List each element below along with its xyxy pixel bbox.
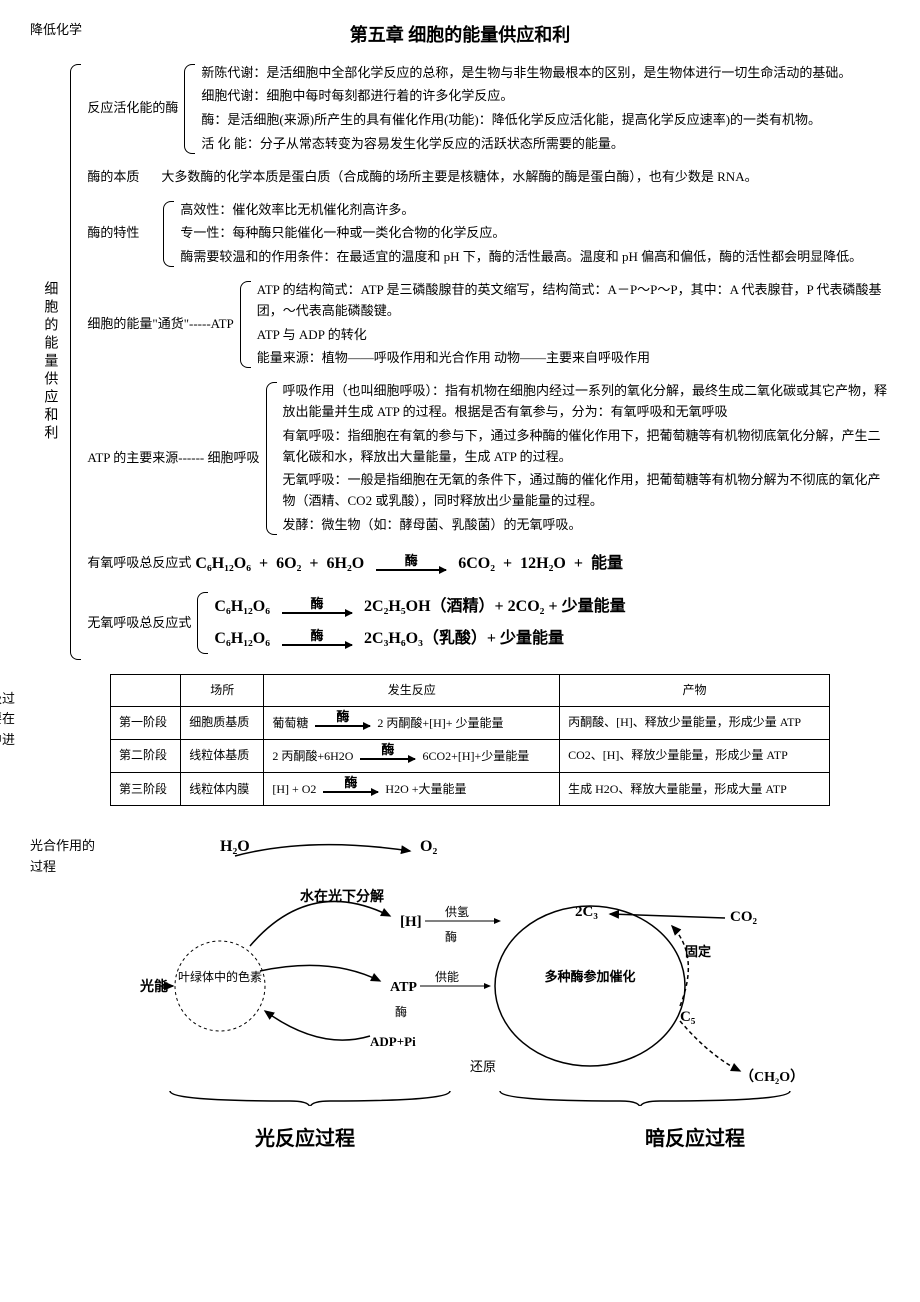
node-chloroplast: 叶绿体中的色素 (178, 969, 262, 984)
product: 2C₂H₅OH（酒精）+ 2CO₂ + 少量能量 (364, 594, 626, 620)
reactant: 6O₂ (276, 551, 301, 577)
atp-label: 细胞的能量"通货"-----ATP (87, 277, 237, 372)
text-line: 活 化 能：分子从常态转变为容易发生化学反应的活跃状态所需要的能量。 (201, 134, 890, 155)
text-line: 发酵：微生物（如：酵母菌、乳酸菌）的无氧呼吸。 (283, 515, 890, 536)
node-ch2o: （CH₂O） (740, 1069, 804, 1085)
node-c3: 2C₃ (575, 904, 598, 920)
enzyme-props-label: 酶的特性 (87, 197, 161, 271)
table-header: 产物 (560, 674, 830, 706)
phase-right-label: 暗反应过程 (645, 1123, 745, 1155)
brace-icon (240, 281, 251, 368)
text-line: 能量来源：植物——呼吸作用和光合作用 动物——主要来自呼吸作用 (257, 348, 890, 369)
reactant: C₆H₁₂O₆ (214, 594, 270, 620)
reaction-arrow-icon: 酶 (315, 713, 370, 727)
node-reduce: 还原 (470, 1059, 496, 1074)
brace-icon (266, 382, 277, 535)
table-cell: [H] + O2 酶 H2O +大量能量 (264, 773, 560, 806)
eq-anaerobic-label: 无氧呼吸总反应式 (87, 588, 195, 657)
table-cell: 丙酮酸、[H]、释放少量能量，形成少量 ATP (560, 706, 830, 739)
node-multi: 多种酶参加催化 (544, 969, 635, 984)
diagram-side-label: 光合作用的过程 (30, 836, 105, 878)
equation-anaerobic-1: C₆H₁₂O₆ 酶 2C₂H₅OH（酒精）+ 2CO₂ + 少量能量 (214, 594, 890, 620)
phase-left-label: 光反应过程 (255, 1123, 355, 1155)
text-line: 无氧呼吸：一般是指细胞在无氧的条件下，通过酶的催化作用，把葡萄糖等有机物分解为不… (283, 470, 890, 512)
table-header: 场所 (181, 674, 264, 706)
table-row: 第一阶段 细胞质基质 葡萄糖 酶 2 丙酮酸+[H]+ 少量能量 丙酮酸、[H]… (111, 706, 830, 739)
reaction-arrow-icon: 酶 (360, 746, 415, 760)
node-adp: ADP+Pi (370, 1034, 416, 1049)
root-label: 细胞的能量供应和利 (30, 60, 68, 664)
reactant: C₆H₁₂O₆ (195, 551, 251, 577)
reaction-arrow-icon: 酶 (323, 779, 378, 793)
table-cell: 第二阶段 (111, 739, 181, 772)
main-outline: 细胞的能量供应和利 反应活化能的酶 新陈代谢：是活细胞中全部化学反应的总称，是生… (30, 60, 890, 664)
node-o2: O₂ (420, 838, 437, 855)
table-cell: 生成 H2O、释放大量能量，形成大量 ATP (560, 773, 830, 806)
product: 12H₂O (520, 551, 566, 577)
reaction-arrow-icon: 酶 (282, 632, 352, 646)
table-cell: 线粒体内膜 (181, 773, 264, 806)
node-supply-h: 供氢 (445, 904, 469, 919)
chapter-title: 第五章 细胞的能量供应和利 (30, 21, 890, 50)
eq-aerobic-label: 有氧呼吸总反应式 (87, 545, 195, 583)
enzyme-intro-label: 反应活化能的酶 (87, 60, 182, 158)
node-co2: CO₂ (730, 909, 758, 925)
table-cell: 第一阶段 (111, 706, 181, 739)
table-cell: CO2、[H]、释放少量能量，形成少量 ATP (560, 739, 830, 772)
brace-icon (163, 201, 174, 267)
table-cell: 葡萄糖 酶 2 丙酮酸+[H]+ 少量能量 (264, 706, 560, 739)
respiration-stages-table: 场所 发生反应 产物 第一阶段 细胞质基质 葡萄糖 酶 2 丙酮酸+[H]+ 少… (110, 674, 830, 807)
text-line: 大多数酶的化学本质是蛋白质（合成酶的场所主要是核糖体，水解酶的酶是蛋白酶），也有… (161, 167, 890, 188)
enzyme-intro-body: 新陈代谢：是活细胞中全部化学反应的总称，是生物与非生物最根本的区别，是生物体进行… (201, 60, 890, 158)
table-header-row: 场所 发生反应 产物 (111, 674, 830, 706)
reaction-arrow-icon: 酶 (282, 600, 352, 614)
table-cell: 2 丙酮酸+6H2O 酶 6CO2+[H]+少量能量 (264, 739, 560, 772)
node-fix: 固定 (685, 944, 711, 959)
text-line: 细胞代谢：细胞中每时每刻都进行着的许多化学反应。 (201, 86, 890, 107)
reactant: 6H₂O (327, 551, 365, 577)
text-line: 呼吸作用（也叫细胞呼吸）：指有机物在细胞内经过一系列的氧化分解，最终生成二氧化碳… (283, 381, 890, 423)
photosynthesis-diagram: 光合作用的过程 叶绿体中的色素 光能 H₂O O₂ 水在光下分解 [H] 供氢 … (110, 826, 890, 1155)
reactant: C₆H₁₂O₆ (214, 626, 270, 652)
node-supply-e: 供能 (435, 970, 459, 984)
equation-anaerobic-2: C₆H₁₂O₆ 酶 2C₃H₆O₃（乳酸）+ 少量能量 (214, 626, 890, 652)
table-header: 发生反应 (264, 674, 560, 706)
root-brace (70, 64, 81, 660)
product: 6CO₂ (458, 551, 495, 577)
table-row: 第二阶段 线粒体基质 2 丙酮酸+6H2O 酶 6CO2+[H]+少量能量 CO… (111, 739, 830, 772)
node-enzyme2: 酶 (395, 1004, 407, 1019)
node-enzyme: 酶 (445, 929, 457, 944)
brace-icon (197, 592, 208, 653)
enzyme-nature-label: 酶的本质 (87, 164, 161, 191)
text-line: ATP 的结构简式：ATP 是三磷酸腺苷的英文缩写，结构简式：A－P～P～P，其… (257, 280, 890, 322)
reaction-arrow-icon: 酶 (376, 557, 446, 571)
node-split: 水在光下分解 (300, 888, 384, 905)
table-cell: 细胞质基质 (181, 706, 264, 739)
product: 能量 (591, 551, 623, 577)
text-line: ATP 与 ADP 的转化 (257, 325, 890, 346)
text-line: 有氧呼吸：指细胞在有氧的参与下，通过多种酶的催化作用下，把葡萄糖等有机物彻底氧化… (283, 426, 890, 468)
table-header (111, 674, 181, 706)
table-row: 第三阶段 线粒体内膜 [H] + O2 酶 H2O +大量能量 生成 H2O、释… (111, 773, 830, 806)
resp-label: ATP 的主要来源------ 细胞呼吸 (87, 378, 263, 539)
text-line: 高效性：催化效率比无机催化剂高许多。 (180, 200, 890, 221)
text-line: 酶：是活细胞(来源)所产生的具有催化作用(功能)：降低化学反应活化能，提高化学反… (201, 110, 890, 131)
node-atp: ATP (390, 980, 417, 995)
equation-aerobic: C₆H₁₂O₆ + 6O₂ + 6H₂O 酶 6CO₂ + 12H₂O + 能量 (195, 551, 890, 577)
table-side-label: 有氧呼吸过程（主要在线粒体中进行） (0, 689, 25, 772)
brace-icon (184, 64, 195, 154)
node-h2o: H₂O (220, 838, 250, 855)
photosynthesis-svg: 叶绿体中的色素 光能 H₂O O₂ 水在光下分解 [H] 供氢 酶 ATP 供能… (110, 826, 830, 1106)
table-cell: 线粒体基质 (181, 739, 264, 772)
node-h: [H] (400, 914, 422, 930)
text-line: 新陈代谢：是活细胞中全部化学反应的总称，是生物与非生物最根本的区别，是生物体进行… (201, 63, 890, 84)
text-line: 专一性：每种酶只能催化一种或一类化合物的化学反应。 (180, 223, 890, 244)
text-line: 酶需要较温和的作用条件：在最适宜的温度和 pH 下，酶的活性最高。温度和 pH … (180, 247, 890, 268)
table-cell: 第三阶段 (111, 773, 181, 806)
product: 2C₃H₆O₃（乳酸）+ 少量能量 (364, 626, 564, 652)
